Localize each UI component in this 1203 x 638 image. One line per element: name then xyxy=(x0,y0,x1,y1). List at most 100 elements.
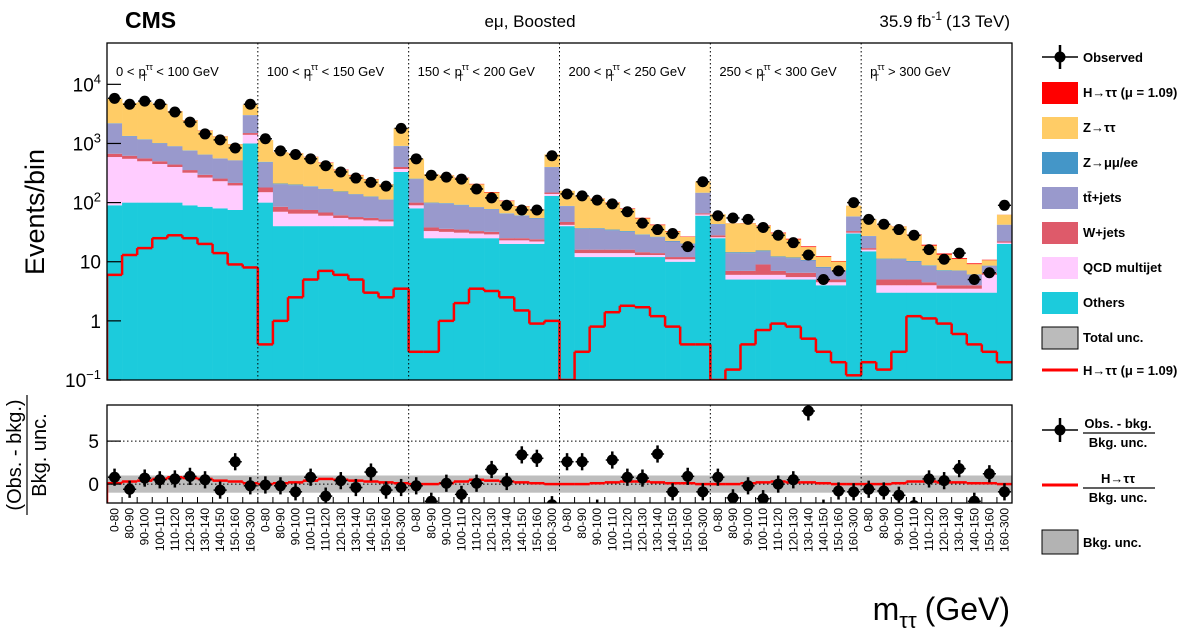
lumi-exponent: -1 xyxy=(931,9,942,23)
region-var-sup: ττ xyxy=(877,62,885,72)
stack-segment xyxy=(816,267,831,268)
stack-segment xyxy=(650,255,665,257)
observed-point xyxy=(426,170,437,181)
pull-point xyxy=(939,475,950,486)
stack-segment xyxy=(454,205,469,206)
stack-segment xyxy=(333,218,348,226)
x-tick-label: 120-130 xyxy=(635,508,649,552)
pull-point xyxy=(577,456,588,467)
pull-point xyxy=(184,471,195,482)
pull-point xyxy=(335,475,346,486)
stack-segment xyxy=(514,238,529,240)
stack-segment xyxy=(906,261,921,262)
observed-point xyxy=(833,265,844,276)
x-tick-label: 100-110 xyxy=(153,508,167,551)
stack-segment xyxy=(876,280,891,286)
x-tick-label: 120-130 xyxy=(334,508,348,552)
pull-point xyxy=(697,486,708,497)
x-tick-label: 0-80 xyxy=(258,508,272,532)
legend-swatch xyxy=(1042,82,1078,104)
stack-segment xyxy=(514,216,529,238)
stack-segment xyxy=(756,264,771,274)
pull-point xyxy=(667,486,678,497)
stack-segment xyxy=(650,253,665,255)
x-tick-label: 0-80 xyxy=(711,508,725,532)
stack-segment xyxy=(198,155,213,175)
observed-point xyxy=(184,117,195,128)
stack-segment xyxy=(575,257,590,382)
x-tick-label: 140-150 xyxy=(967,508,981,552)
x-tick-label: 80-90 xyxy=(123,508,137,539)
stack-segment xyxy=(952,271,967,285)
stack-segment xyxy=(167,167,182,203)
observed-point xyxy=(818,274,829,285)
stack-segment xyxy=(741,223,756,252)
region-right: < 200 GeV xyxy=(472,64,535,79)
stack-segment xyxy=(499,244,514,382)
stack-segment xyxy=(650,237,665,253)
pull-point xyxy=(350,482,361,493)
stack-segment xyxy=(937,285,952,288)
pull-point xyxy=(260,479,271,490)
stack-segment xyxy=(107,154,122,157)
stack-segment xyxy=(273,226,288,382)
stack-segment xyxy=(394,167,409,169)
stack-segment xyxy=(891,259,906,279)
pull-point xyxy=(320,491,331,502)
pull-point xyxy=(999,486,1010,497)
y-tick-exponent: −1 xyxy=(86,367,101,382)
stack-segment xyxy=(952,293,967,382)
y-tick-base: 10 xyxy=(73,75,94,96)
stack-segment xyxy=(318,213,333,216)
observed-point xyxy=(365,177,376,188)
stack-segment xyxy=(122,156,137,159)
region-left: 200 < xyxy=(569,64,602,79)
observed-point xyxy=(396,123,407,134)
stack-segment xyxy=(605,257,620,382)
stack-segment xyxy=(484,234,499,238)
stack-segment xyxy=(409,205,424,208)
observed-point xyxy=(893,224,904,235)
stack-segment xyxy=(725,271,740,275)
stack-segment xyxy=(258,188,273,193)
stack-segment xyxy=(137,158,152,161)
stack-segment xyxy=(288,209,303,213)
x-tick-label: 150-160 xyxy=(982,508,996,552)
stack-segment xyxy=(590,253,605,257)
stack-segment xyxy=(590,250,605,253)
stack-segment xyxy=(725,253,740,271)
pull-point xyxy=(200,474,211,485)
y-tick-exponent: 2 xyxy=(94,190,101,205)
pull-point xyxy=(773,479,784,490)
stack-segment xyxy=(243,133,258,135)
legend-label: tt̄+jets xyxy=(1083,190,1122,205)
stack-segment xyxy=(771,271,786,275)
legend-observed-marker xyxy=(1055,52,1066,63)
stack-segment xyxy=(122,159,137,203)
stack-segment xyxy=(665,241,680,257)
stack-segment xyxy=(243,135,258,144)
legend-label: Total unc. xyxy=(1083,330,1143,345)
legend-label: Z→μμ/ee xyxy=(1083,155,1138,170)
stack-segment xyxy=(906,285,921,292)
stack-segment xyxy=(665,257,680,259)
stack-segment xyxy=(906,293,921,382)
stack-segment xyxy=(213,159,228,179)
x-tick-label: 90-100 xyxy=(590,508,604,546)
lumi: 35.9 fb xyxy=(879,12,931,31)
stack-segment xyxy=(620,231,635,232)
legend-swatch xyxy=(1042,187,1078,209)
stack-segment xyxy=(695,213,710,214)
region-right: > 300 GeV xyxy=(888,64,951,79)
observed-point xyxy=(984,267,995,278)
stack-segment xyxy=(801,273,816,277)
stack-segment xyxy=(152,104,167,143)
stack-segment xyxy=(167,146,182,164)
x-tick-label: 140-150 xyxy=(213,508,227,552)
legend-numerator: Obs. - bkg. xyxy=(1084,416,1151,431)
stack-segment xyxy=(665,259,680,261)
stack-segment xyxy=(575,229,590,250)
